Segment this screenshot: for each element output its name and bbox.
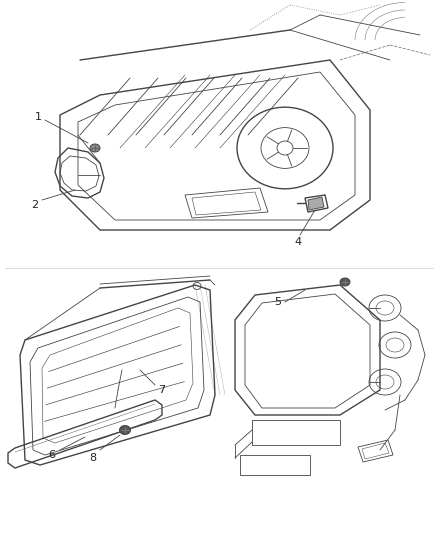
Ellipse shape: [340, 278, 350, 286]
Text: 8: 8: [89, 453, 96, 463]
Text: 4: 4: [294, 237, 301, 247]
Ellipse shape: [90, 144, 100, 152]
Text: 5: 5: [275, 297, 282, 307]
Text: 7: 7: [159, 385, 166, 395]
Text: 6: 6: [49, 450, 56, 460]
Polygon shape: [308, 197, 324, 210]
Ellipse shape: [120, 425, 131, 434]
Text: 1: 1: [35, 112, 42, 122]
Text: 2: 2: [32, 200, 39, 210]
